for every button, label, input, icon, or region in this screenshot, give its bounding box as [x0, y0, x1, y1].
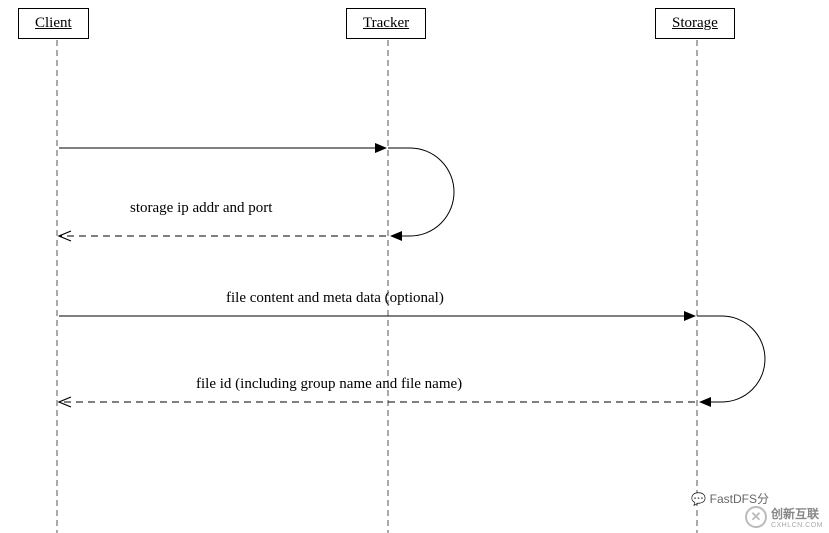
msg-label-file-id: file id (including group name and file n…: [196, 376, 462, 393]
self-loop-storage: [697, 316, 765, 402]
msg-label-file-content: file content and meta data (optional): [226, 290, 444, 307]
sequence-svg: [0, 0, 829, 533]
brand-sub: CXHLCN.COM: [771, 522, 823, 529]
brand-logo-icon: ✕: [745, 506, 767, 528]
watermark-brand: ✕ 创新互联 CXHLCN.COM: [745, 505, 823, 529]
brand-name: 创新互联: [771, 505, 823, 522]
self-loop-tracker: [388, 148, 454, 236]
wechat-icon: 💬: [691, 492, 706, 506]
msg-label-storage-ip: storage ip addr and port: [130, 200, 272, 217]
